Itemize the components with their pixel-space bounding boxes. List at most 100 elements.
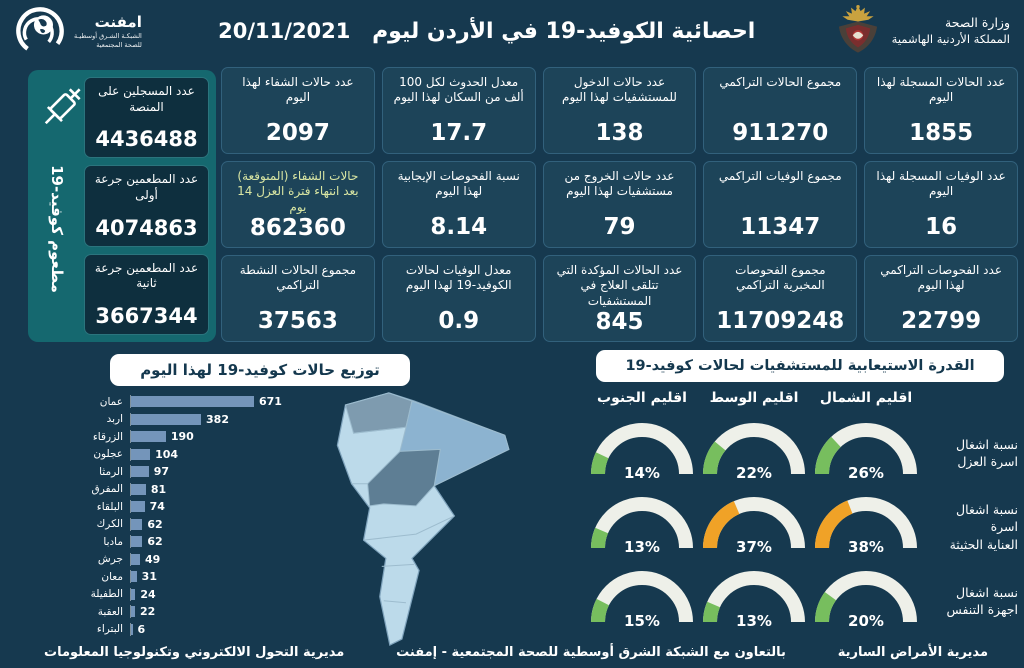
bar-row-ramtha: الرمثا 97 xyxy=(58,463,318,481)
gauge-icu-north: 38% xyxy=(810,492,922,562)
distribution-chart-title: توزيع حالات كوفيد-19 لهذا اليوم xyxy=(110,354,410,386)
stat-label: مجموع الحالات النشطة التراكمي xyxy=(239,263,357,293)
title-text: احصائية الكوفيد-19 في الأردن ليوم xyxy=(372,18,756,44)
report-date: 20/11/2021 xyxy=(218,18,351,43)
bar-row-jerash: جرش 49 xyxy=(58,551,318,569)
header: وزارة الصحة المملكة الأردنية الهاشمية اح… xyxy=(0,0,1024,62)
stat-value: 37563 xyxy=(257,308,338,334)
stat-label: عدد حالات الخروج من مستشفيات لهذا اليوم xyxy=(564,169,675,199)
bar-row-petra: البتراء 6 xyxy=(58,621,318,639)
stat-value: 17.7 xyxy=(430,120,488,146)
stat-label: عدد حالات الشفاء لهذا اليوم xyxy=(242,75,354,105)
stat-cards-grid: عدد الحالات المسجلة لهذا اليوم 1855 مجمو… xyxy=(221,67,1018,342)
bar-row-maan: معان 31 xyxy=(58,568,318,586)
bar-label: معان xyxy=(101,570,123,583)
row-label-ventilators: نسبة اشغال اجهزة التنفس xyxy=(946,584,1018,618)
ministry-branding: وزارة الصحة المملكة الأردنية الهاشمية xyxy=(832,4,1010,58)
bar-label: جرش xyxy=(97,553,123,566)
stat-card-total-cases: مجموع الحالات التراكمي 911270 xyxy=(703,67,858,154)
bar-row-karak: الكرك 62 xyxy=(58,516,318,534)
bar-label: الرمثا xyxy=(99,465,123,478)
gauge-percent: 37% xyxy=(736,538,772,556)
stat-card-hospital-admissions: عدد حالات الدخول للمستشفيات لهذا اليوم 1… xyxy=(542,67,697,154)
bar xyxy=(131,571,137,583)
gauge-percent: 22% xyxy=(736,464,772,482)
bar-label: اربد xyxy=(106,413,123,426)
jordan-map xyxy=(293,386,525,652)
gauge-percent: 26% xyxy=(848,464,884,482)
gauge-percent: 13% xyxy=(624,538,660,556)
bar-value: 74 xyxy=(149,500,165,514)
bar-value: 24 xyxy=(140,587,156,601)
vaccine-first-dose-box: عدد المطعمين جرعة أولى 4074863 xyxy=(84,165,209,247)
ministry-line1: وزارة الصحة xyxy=(945,14,1010,30)
bar xyxy=(131,623,133,635)
column-header-central: اقليم الوسط xyxy=(709,390,799,406)
stat-value: 79 xyxy=(603,214,636,240)
bar-row-balqa: البلقاء 74 xyxy=(58,498,318,516)
bar xyxy=(131,396,254,408)
bar xyxy=(131,448,151,460)
bar-label: البلقاء xyxy=(96,500,123,513)
jordan-coat-of-arms-icon xyxy=(838,5,877,53)
capacity-grid: اقليم الشمال اقليم الوسط اقليم الجنوب نس… xyxy=(560,390,1018,636)
bar-label: العقبة xyxy=(97,605,123,618)
bar-label: المفرق xyxy=(91,483,123,496)
vaccine-value: 4074863 xyxy=(95,215,198,240)
row-label-isolation-beds: نسبة اشغال اسرة العزل xyxy=(956,436,1018,470)
bar-label: مادبا xyxy=(103,535,123,548)
bar-row-irbid: اربد 382 xyxy=(58,411,318,429)
bar-label: عجلون xyxy=(93,448,123,461)
bar-value: 31 xyxy=(141,570,157,584)
stat-label: عدد الوفيات المسجلة لهذا اليوم xyxy=(876,169,1006,199)
gauge-icu-central: 37% xyxy=(698,492,810,562)
emphnet-logo-text: امفنت الشبكـة الشـرق أوسطيـة للصحة المجت… xyxy=(74,13,142,49)
row-label-icu-beds: نسبة اشغال اسرة العناية الحثيثة xyxy=(949,501,1018,552)
vaccine-label: عدد المطعمين جرعة أولى xyxy=(94,172,199,202)
bar-label: عمان xyxy=(99,395,123,408)
stat-value: 138 xyxy=(595,120,644,146)
gauge-percent: 13% xyxy=(736,612,772,630)
gauge-ventilators-south: 15% xyxy=(586,566,698,636)
stat-card-tests-today: عدد الفحوصات التراكمي لهذا اليوم 22799 xyxy=(864,255,1018,342)
stat-card-fatality-rate: معدل الوفيات لحالات الكوفيد-19 لهذا اليو… xyxy=(381,255,536,342)
bar-row-mafraq: المفرق 81 xyxy=(58,481,318,499)
stat-value: 845 xyxy=(595,309,644,336)
footer: مديرية الأمراض السارية بالتعاون مع الشبك… xyxy=(0,638,1024,668)
bar-row-madaba: مادبا 62 xyxy=(58,533,318,551)
vaccine-panel: مطعوم كوفيد-19 عدد المسجلين على المنصة 4… xyxy=(28,70,216,342)
bar-value: 62 xyxy=(147,535,163,549)
stat-value: 862360 xyxy=(249,215,346,242)
bar xyxy=(131,431,166,443)
bar xyxy=(131,606,136,618)
gauge-percent: 20% xyxy=(848,612,884,630)
column-header-north: اقليم الشمال xyxy=(819,390,913,406)
stat-label: عدد الحالات المؤكدة التي تتلقى العلاج في… xyxy=(556,263,683,308)
stat-card-new-cases: عدد الحالات المسجلة لهذا اليوم 1855 xyxy=(864,67,1018,154)
gauge-percent: 14% xyxy=(624,464,660,482)
emphnet-globe-icon xyxy=(16,7,64,55)
stat-label: عدد الحالات المسجلة لهذا اليوم xyxy=(876,75,1006,105)
bar-row-aqaba: العقبة 22 xyxy=(58,603,318,621)
stat-label: نسبة الفحوصات الإيجابية لهذا اليوم xyxy=(397,169,520,199)
stat-card-active-cases: مجموع الحالات النشطة التراكمي 37563 xyxy=(221,255,375,342)
bar-value: 81 xyxy=(150,482,167,496)
emphnet-sub2: للصحة المجتمعية xyxy=(96,40,142,49)
capacity-title: القدرة الاستيعابية للمستشفيات لحالات كوف… xyxy=(596,350,1004,382)
bar-row-ajloun: عجلون 104 xyxy=(58,446,318,464)
stat-value: 22799 xyxy=(901,308,982,334)
gov-line-2 xyxy=(363,515,455,541)
bar-row-tafilah: الطفيلة 24 xyxy=(58,586,318,604)
stat-card-hospitalized-confirmed: عدد الحالات المؤكدة التي تتلقى العلاج في… xyxy=(542,255,697,342)
footer-communicable-diseases: مديرية الأمراض السارية xyxy=(837,644,988,660)
stat-value: 911270 xyxy=(732,120,829,146)
bar xyxy=(131,413,202,425)
stat-card-total-deaths: مجموع الوفيات التراكمي 11347 xyxy=(703,161,858,248)
bar xyxy=(131,588,136,600)
page-title: احصائية الكوفيد-19 في الأردن ليوم 20/11/… xyxy=(142,19,832,44)
stat-label: معدل الحدوث لكل 100 ألف من السكان لهذا ا… xyxy=(393,75,524,105)
case-distribution-chart: توزيع حالات كوفيد-19 لهذا اليوم عمان 671 … xyxy=(58,354,423,638)
stat-card-incidence-rate: معدل الحدوث لكل 100 ألف من السكان لهذا ا… xyxy=(381,67,536,154)
stat-label: مجموع الفحوصات المخبرية التراكمي xyxy=(735,263,826,293)
gov-line-4 xyxy=(383,600,407,604)
